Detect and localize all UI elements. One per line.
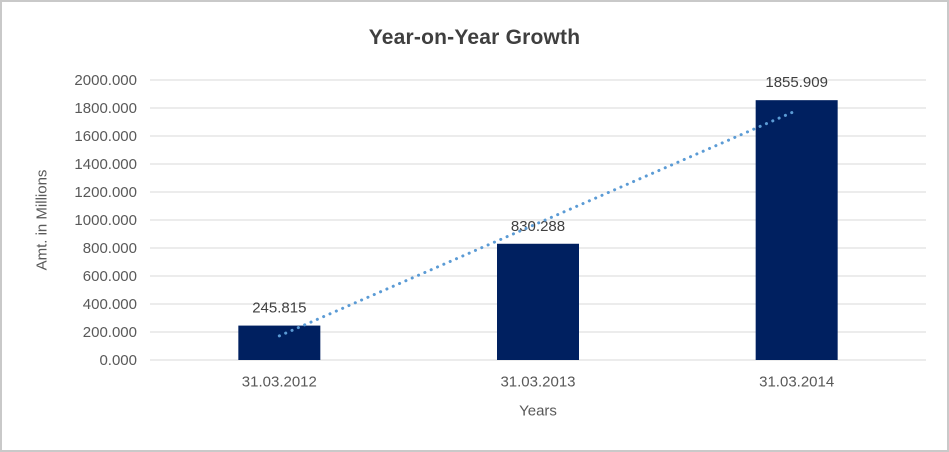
- x-axis-title: Years: [519, 402, 557, 420]
- y-tick-label: 1800.000: [74, 100, 137, 117]
- y-tick-label: 400.000: [83, 296, 137, 313]
- x-tick-label: 31.03.2014: [759, 374, 834, 391]
- y-tick-label: 1400.000: [74, 156, 137, 173]
- x-tick-label: 31.03.2012: [242, 374, 317, 391]
- x-tick-label: 31.03.2013: [500, 374, 575, 391]
- y-tick-label: 2000.000: [74, 72, 137, 89]
- y-tick-label: 200.000: [83, 324, 137, 341]
- bar-data-label: 1855.909: [765, 74, 828, 91]
- y-tick-label: 0.000: [99, 352, 137, 369]
- y-tick-label: 800.000: [83, 240, 137, 257]
- trendline[interactable]: [277, 108, 799, 338]
- bar-data-label: 830.288: [511, 218, 565, 235]
- y-tick-label: 1200.000: [74, 184, 137, 201]
- y-tick-label: 1000.000: [74, 212, 137, 229]
- chart-title: Year-on-Year Growth: [368, 26, 581, 49]
- y-tick-label: 600.000: [83, 268, 137, 285]
- chart-bar[interactable]: [497, 243, 579, 360]
- bar-data-label: 245.815: [252, 300, 306, 317]
- y-tick-label: 1600.000: [74, 128, 137, 145]
- chart-bar[interactable]: [238, 325, 321, 360]
- chart-bar[interactable]: [755, 100, 838, 361]
